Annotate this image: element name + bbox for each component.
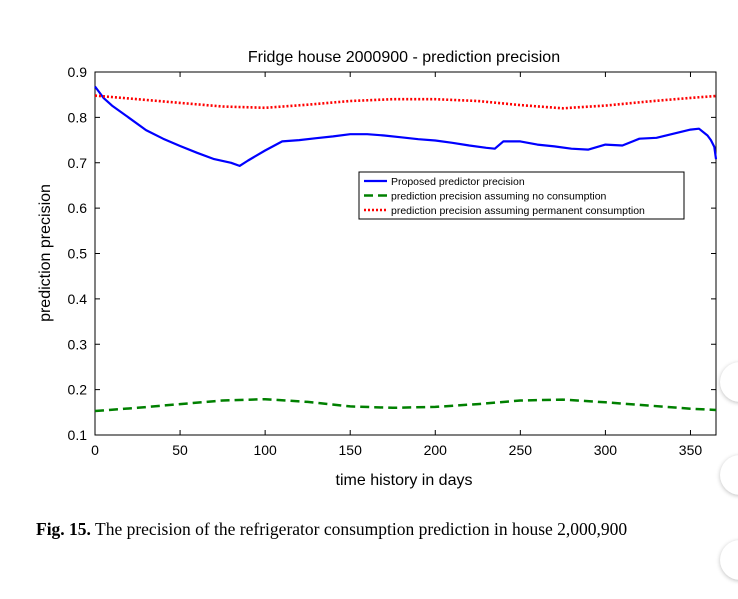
figure-label: Fig. 15. (36, 519, 91, 539)
side-scroll-button-2[interactable] (720, 455, 738, 495)
x-tick-label: 350 (679, 442, 703, 458)
y-tick-label: 0.8 (68, 109, 88, 125)
legend-box (358, 171, 685, 220)
x-tick-label: 250 (509, 442, 533, 458)
legend: Proposed predictor precision prediction p… (358, 171, 685, 220)
chart-title: Fridge house 2000900 - prediction precis… (248, 49, 560, 66)
series-line-3 (94, 94, 717, 110)
side-scroll-button-3[interactable] (720, 540, 738, 580)
series-line-1 (94, 85, 718, 167)
figure-caption: Fig. 15. The precision of the refrigerat… (36, 519, 736, 540)
x-tick-label: 200 (424, 442, 448, 458)
legend-label-3: prediction precision assuming permanent … (391, 205, 645, 217)
line-chart: Fridge house 2000900 - prediction precis… (37, 49, 718, 489)
x-tick-label: 100 (253, 442, 277, 458)
x-tick-label: 300 (594, 442, 618, 458)
x-tick-label: 0 (91, 442, 99, 458)
series-line-2 (94, 397, 717, 413)
x-tick-label: 50 (172, 442, 188, 458)
y-tick-label: 0.3 (68, 336, 88, 352)
plot-series (94, 85, 718, 413)
x-axis-label: time history in days (336, 472, 473, 489)
figure-caption-text: The precision of the refrigerator consum… (95, 519, 628, 539)
x-tick-label: 150 (339, 442, 363, 458)
side-scroll-button-1[interactable] (720, 362, 738, 402)
legend-label-1: Proposed predictor precision (391, 176, 525, 188)
y-tick-label: 0.1 (68, 427, 88, 443)
y-tick-label: 0.2 (68, 382, 88, 398)
axes: 0 50 100 150 200 250 300 350 0.1 0.2 0.3 0.4 0.5 0.6 0… (68, 64, 717, 458)
y-tick-label: 0.4 (68, 291, 88, 307)
y-axis-label: prediction precision (37, 184, 54, 322)
plot-frame (94, 71, 717, 436)
y-tick-label: 0.5 (68, 246, 88, 262)
y-tick-label: 0.9 (68, 64, 88, 80)
legend-label-2: prediction precision assuming no consump… (391, 191, 607, 203)
y-tick-label: 0.6 (68, 200, 88, 216)
y-tick-label: 0.7 (68, 155, 88, 171)
